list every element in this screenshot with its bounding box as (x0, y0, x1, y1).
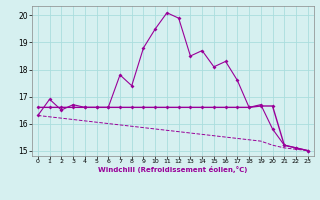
X-axis label: Windchill (Refroidissement éolien,°C): Windchill (Refroidissement éolien,°C) (98, 166, 247, 173)
